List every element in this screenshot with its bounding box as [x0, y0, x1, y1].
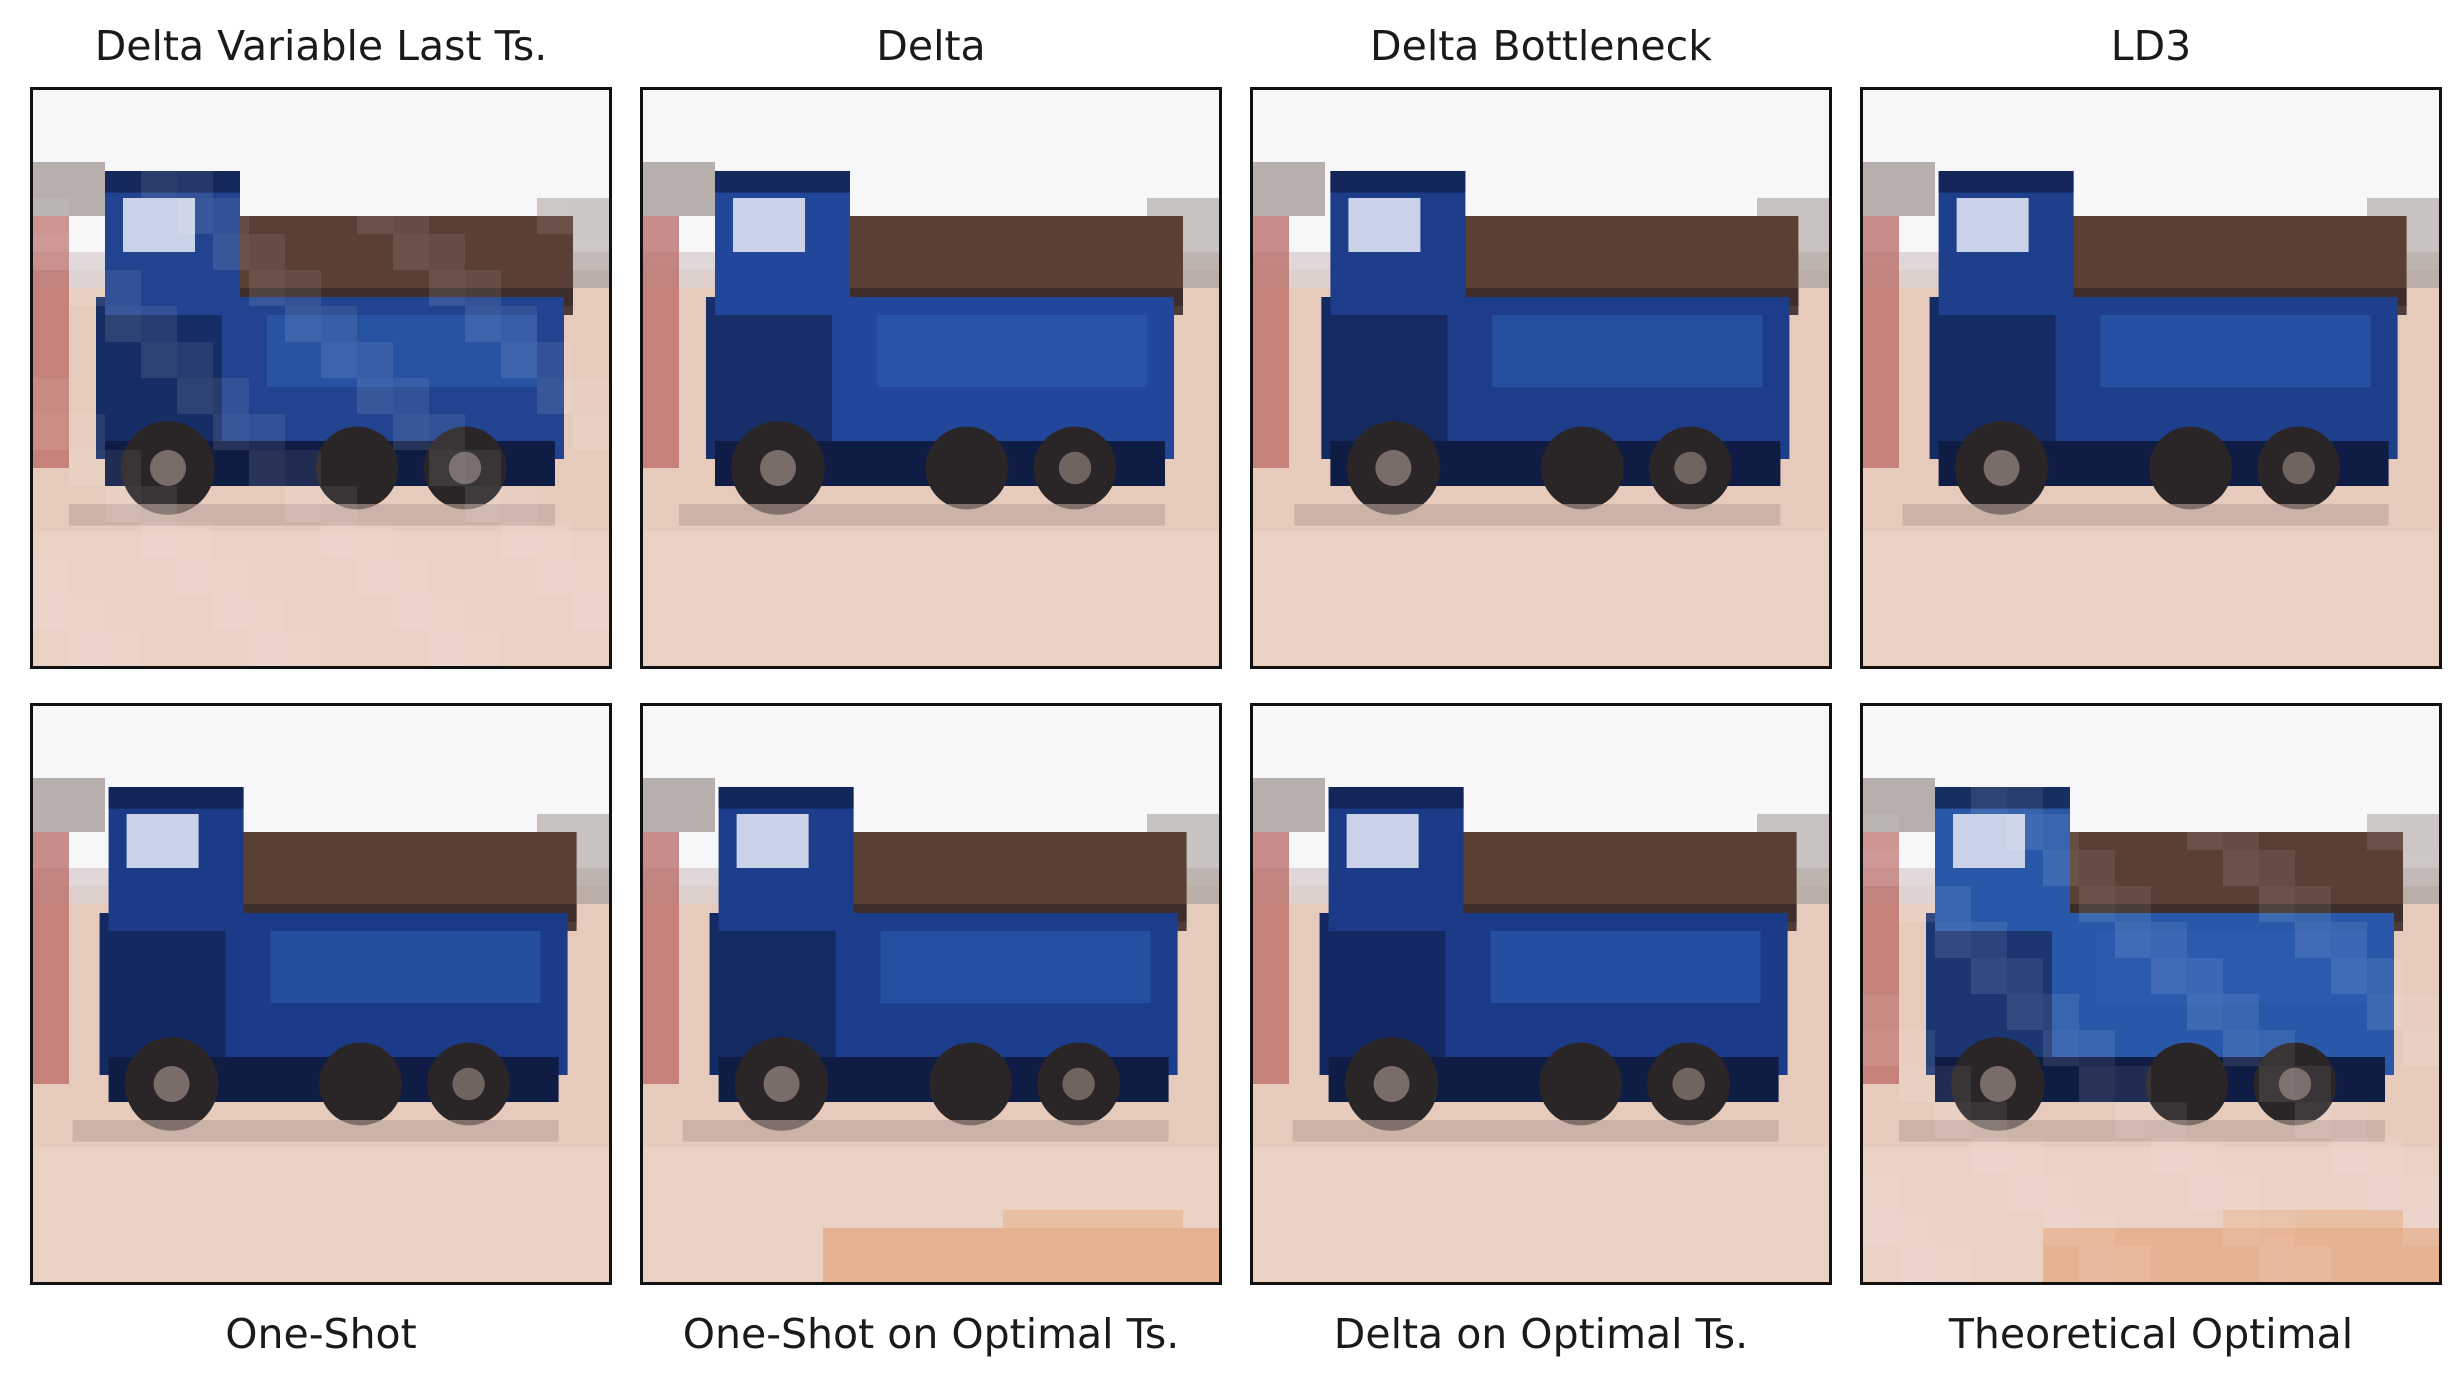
image-panel-6	[640, 703, 1222, 1285]
image-panel-7	[1250, 703, 1832, 1285]
middle-tire	[929, 1042, 1012, 1126]
front-hub	[1980, 1066, 2016, 1102]
truck-body-highlight	[2097, 931, 2367, 1003]
rear-hub	[2278, 1067, 2312, 1101]
truck-cab-roof	[715, 171, 850, 193]
background-building	[643, 778, 715, 832]
front-hub	[1373, 1066, 1410, 1102]
truck-windshield	[733, 198, 805, 252]
background-building	[1863, 162, 1935, 216]
caption-panel-7: Delta on Optimal Ts.	[1333, 1310, 1749, 1358]
middle-tire	[1539, 1042, 1622, 1126]
middle-tire	[315, 426, 399, 510]
rear-hub	[452, 1067, 485, 1101]
red-wall	[643, 216, 679, 468]
middle-tire	[2145, 1042, 2229, 1126]
red-wall	[1863, 832, 1899, 1084]
orange-ground-patch-upper	[1003, 1210, 1183, 1237]
truck-shadow	[682, 1120, 1169, 1142]
truck-body-highlight	[880, 931, 1151, 1003]
red-wall	[33, 832, 69, 1084]
background-building	[643, 162, 715, 216]
image-panel-4	[1860, 87, 2442, 669]
middle-tire	[319, 1042, 402, 1126]
truck-cab-roof	[1330, 171, 1466, 193]
background-building	[1253, 162, 1325, 216]
ground-foreground	[33, 1147, 609, 1282]
middle-tire	[2149, 426, 2232, 510]
ground-foreground	[1863, 531, 2439, 666]
ground-foreground	[33, 531, 609, 666]
truck-windshield	[1346, 814, 1419, 868]
front-hub	[1983, 450, 2020, 486]
rear-hub	[2282, 451, 2315, 485]
caption-panel-8: Theoretical Optimal	[1948, 1310, 2354, 1358]
truck-shadow	[1902, 504, 2389, 526]
background-building	[1863, 778, 1935, 832]
truck-cab-roof	[105, 171, 240, 193]
truck-cab-roof	[718, 787, 854, 809]
red-wall	[33, 216, 69, 468]
truck-shadow	[1899, 1120, 2385, 1142]
ground-foreground	[1253, 531, 1829, 666]
image-panel-2	[640, 87, 1222, 669]
red-wall	[643, 832, 679, 1084]
front-hub	[1375, 450, 1412, 486]
truck-windshield	[123, 198, 195, 252]
front-hub	[150, 450, 186, 486]
truck-body-highlight	[1490, 931, 1761, 1003]
truck-shadow	[679, 504, 1165, 526]
truck-body-highlight	[267, 315, 537, 387]
truck-cab-roof	[1328, 787, 1464, 809]
front-hub	[763, 1066, 800, 1102]
caption-panel-2: Delta	[876, 22, 986, 70]
truck-body-highlight	[270, 931, 541, 1003]
rear-hub	[1674, 451, 1707, 485]
ground-foreground	[1253, 1147, 1829, 1282]
caption-panel-1: Delta Variable Last Ts.	[94, 22, 548, 70]
rear-hub	[448, 451, 482, 485]
red-wall	[1863, 216, 1899, 468]
truck-cab-roof	[1935, 787, 2070, 809]
rear-hub	[1058, 451, 1092, 485]
truck-cab-roof	[1938, 171, 2074, 193]
orange-ground-patch-upper	[2223, 1210, 2403, 1237]
background-building	[33, 162, 105, 216]
truck-windshield	[126, 814, 199, 868]
image-panel-5	[30, 703, 612, 1285]
background-building	[33, 778, 105, 832]
caption-panel-3: Delta Bottleneck	[1370, 22, 1712, 70]
truck-body-highlight	[1492, 315, 1763, 387]
caption-panel-6: One-Shot on Optimal Ts.	[682, 1310, 1180, 1358]
rear-hub	[1672, 1067, 1705, 1101]
middle-tire	[1541, 426, 1624, 510]
ground-foreground	[643, 531, 1219, 666]
truck-body-highlight	[877, 315, 1147, 387]
image-panel-3	[1250, 87, 1832, 669]
truck-windshield	[1953, 814, 2025, 868]
truck-windshield	[736, 814, 809, 868]
truck-shadow	[72, 1120, 559, 1142]
truck-cab-roof	[108, 787, 244, 809]
red-wall	[1253, 216, 1289, 468]
truck-shadow	[1292, 1120, 1779, 1142]
image-panel-1	[30, 87, 612, 669]
caption-panel-5: One-Shot	[225, 1310, 417, 1358]
truck-windshield	[1956, 198, 2029, 252]
truck-windshield	[1348, 198, 1421, 252]
truck-shadow	[69, 504, 555, 526]
front-hub	[760, 450, 796, 486]
red-wall	[1253, 832, 1289, 1084]
caption-panel-4: LD3	[2110, 22, 2192, 70]
rear-hub	[1062, 1067, 1095, 1101]
front-hub	[153, 1066, 190, 1102]
middle-tire	[925, 426, 1009, 510]
background-building	[1253, 778, 1325, 832]
truck-body-highlight	[2100, 315, 2371, 387]
truck-shadow	[1294, 504, 1781, 526]
image-panel-8	[1860, 703, 2442, 1285]
